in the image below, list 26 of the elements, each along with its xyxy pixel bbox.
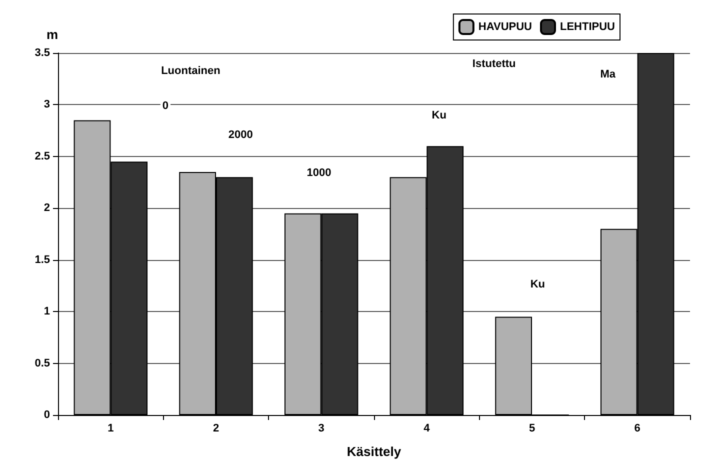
- y-tick-label: 3: [44, 98, 50, 111]
- x-axis-title: Käsittely: [346, 444, 402, 459]
- y-tick-label: 0: [44, 409, 50, 421]
- x-tick-label: 4: [424, 422, 431, 434]
- y-tick-label: 0.5: [34, 357, 50, 370]
- annotation: 1000: [306, 167, 332, 180]
- annotation: Istutettu: [472, 58, 516, 70]
- y-tick-label: 2: [44, 202, 50, 214]
- y-tick-label: 1: [44, 306, 50, 318]
- annotation: 0: [162, 100, 169, 112]
- x-tick-label: 5: [528, 422, 536, 434]
- x-tick-label: 3: [318, 422, 324, 434]
- x-tick-label: 2: [212, 422, 220, 434]
- y-tick-label: 3.5: [34, 47, 50, 59]
- y-axis-title: m: [46, 27, 58, 42]
- x-tick-label: 6: [634, 422, 640, 434]
- y-tick-label: 1.5: [34, 254, 50, 266]
- x-tick-label: 1: [108, 422, 114, 434]
- legend-label: LEHTIPUU: [560, 21, 616, 33]
- y-tick-label: 2.5: [34, 150, 50, 162]
- annotation: Ku: [530, 278, 546, 291]
- annotation: Ma: [600, 68, 616, 81]
- annotation: Ku: [432, 110, 446, 122]
- annotation: 2000: [228, 129, 253, 142]
- legend-label: HAVUPUU: [478, 21, 532, 33]
- annotation: Luontainen: [161, 65, 221, 78]
